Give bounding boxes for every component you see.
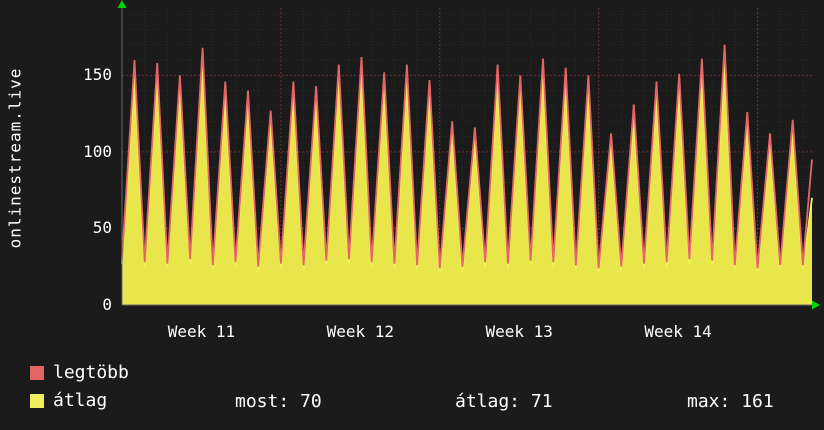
plot-area <box>117 0 820 310</box>
x-tick-label: Week 11 <box>167 322 236 341</box>
up-arrow-icon <box>117 0 127 8</box>
stat-atlag-value: 71 <box>530 391 553 412</box>
stat-max-label: max: <box>687 391 731 412</box>
legend-label-atlag: átlag <box>53 390 108 411</box>
x-tick-label: Week 12 <box>326 322 395 341</box>
stat-most-label: most: <box>235 391 290 412</box>
legtobb-line <box>121 44 813 269</box>
y-tick-label: 0 <box>102 295 112 314</box>
legend-swatch-atlag <box>30 394 44 408</box>
x-tick-label: Week 13 <box>485 322 553 341</box>
y-axis-title: onlinestream.live <box>5 67 25 249</box>
stat-max-value: 161 <box>741 391 774 412</box>
stat-most-value: 70 <box>300 391 322 412</box>
y-tick-label: 100 <box>83 141 112 161</box>
y-tick-label: 150 <box>83 65 112 85</box>
legend-label-legtobb: legtöbb <box>53 362 129 383</box>
stat-atlag-label: átlag: <box>455 391 521 412</box>
legend-swatch-legtobb <box>30 366 44 380</box>
stat-atlag: átlag: 71 <box>455 391 553 412</box>
stat-most: most: 70 <box>235 391 322 412</box>
right-arrow-icon <box>812 300 820 310</box>
y-tick-label: 50 <box>92 218 112 238</box>
x-tick-label: Week 14 <box>644 322 712 341</box>
stat-max: max: 161 <box>687 391 774 412</box>
